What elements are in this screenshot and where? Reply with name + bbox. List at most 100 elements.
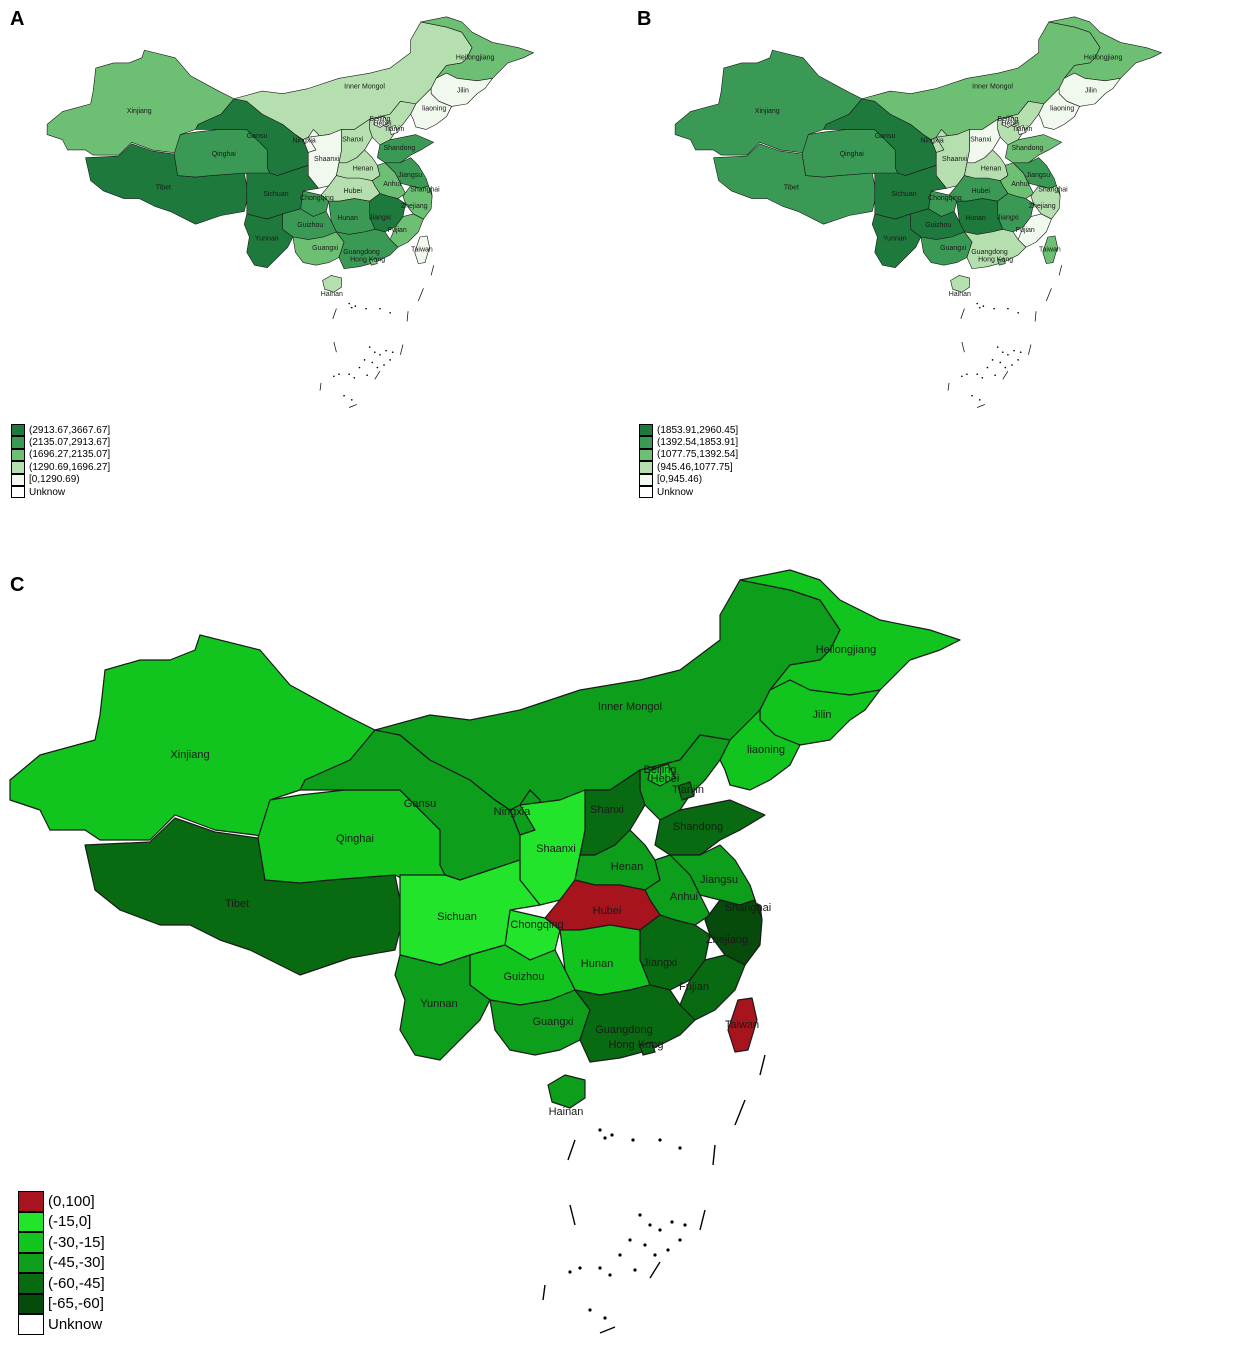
- island-dash: [759, 1054, 766, 1076]
- province-label-fujian: Fujian: [679, 981, 709, 993]
- island-dot: [383, 364, 385, 366]
- island-dot: [678, 1238, 682, 1242]
- island-dash: [406, 311, 409, 322]
- province-label-ningxia: Ningxia: [494, 806, 532, 818]
- legend-row: (2135.07,2913.67]: [11, 436, 110, 449]
- province-label-chongqing: Chongqing: [510, 919, 563, 931]
- province-label-yunnan: Yunnan: [420, 998, 457, 1010]
- province-label-sichuan: Sichuan: [891, 191, 916, 198]
- map-group-c: Xinjiang Tibet Qinghai Gansu Inner Mongol Hei…: [9, 569, 961, 1334]
- island-dot: [578, 1266, 582, 1270]
- province-liaoning: [719, 709, 801, 791]
- province-label-tibet: Tibet: [784, 184, 799, 191]
- province-zhejiang: [704, 899, 763, 966]
- legend-label: Unknow: [29, 486, 66, 498]
- province-label-chongqing: Chongqing: [300, 195, 334, 202]
- province-shandong: [377, 134, 434, 164]
- island-dash: [430, 265, 435, 276]
- island-dash: [977, 404, 986, 408]
- province-guangdong: [336, 229, 399, 270]
- island-dot: [976, 302, 979, 305]
- island-dot: [379, 307, 381, 310]
- island-dot: [363, 359, 366, 361]
- island-dash: [417, 288, 424, 302]
- island-dash: [374, 370, 381, 380]
- island-dot: [365, 307, 367, 310]
- province-label-guizhou: Guizhou: [504, 971, 545, 983]
- island-dot: [358, 366, 361, 369]
- province-label-fujian: Fujian: [388, 227, 407, 234]
- province-label-anhui: Anhui: [1011, 181, 1029, 188]
- island-dash: [947, 382, 950, 391]
- legend-label: (1853.91,2960.45]: [657, 424, 739, 436]
- province-tianjin: [677, 781, 695, 801]
- legend-swatch: [18, 1191, 44, 1212]
- island-dash: [569, 1204, 576, 1226]
- island-dot: [371, 361, 374, 364]
- province-label-shanghai: Shanghai: [1038, 186, 1068, 193]
- island-dot: [628, 1238, 632, 1242]
- province-label-hong-kong: Hong Kong: [978, 257, 1013, 264]
- province-label-taiwan: Taiwan: [1039, 246, 1061, 253]
- island-dash: [567, 1139, 576, 1161]
- province-label-xinjiang: Xinjiang: [170, 749, 209, 761]
- island-dot: [354, 305, 357, 307]
- province-label-shaanxi: Shaanxi: [314, 156, 340, 163]
- province-label-guangdong: Guangdong: [971, 249, 1008, 256]
- province-label-shandong: Shandong: [673, 821, 723, 833]
- island-dot: [333, 375, 335, 378]
- province-label-chongqing: Chongqing: [928, 195, 962, 202]
- island-dot: [971, 394, 973, 397]
- island-dot: [648, 1223, 652, 1227]
- province-label-hainan: Hainan: [949, 291, 971, 298]
- province-sichuan: [246, 165, 319, 220]
- province-zhejiang: [402, 185, 433, 220]
- province-sichuan: [399, 859, 541, 966]
- legend-row: (-45,-30]: [18, 1252, 105, 1273]
- legend-swatch: [639, 485, 653, 499]
- province-label-jiangxi: Jiangxi: [997, 215, 1019, 222]
- province-label-shandong: Shandong: [1011, 145, 1043, 152]
- province-label-shanghai: Shanghai: [725, 902, 772, 914]
- island-dash: [961, 341, 965, 353]
- province-ningxia: [923, 129, 947, 153]
- legend-swatch: [18, 1232, 44, 1253]
- island-dash: [400, 344, 404, 355]
- island-dot: [638, 1213, 642, 1217]
- province-label-jiangsu: Jiangsu: [700, 874, 738, 886]
- province-label-hubei: Hubei: [344, 188, 363, 195]
- island-dot: [658, 1228, 662, 1232]
- island-dot: [683, 1223, 687, 1227]
- island-dot: [1011, 364, 1013, 366]
- province-liaoning: [410, 88, 452, 130]
- legend-label: (1696.27,2135.07]: [29, 449, 111, 461]
- province-label-jilin: Jilin: [457, 88, 469, 95]
- island-dash: [333, 341, 337, 353]
- province-label-zhejiang: Zhejiang: [1029, 203, 1056, 210]
- province-label-zhejiang: Zhejiang: [401, 203, 428, 210]
- island-dot: [678, 1146, 682, 1150]
- panel-letter-c: C: [10, 574, 25, 596]
- province-beijing: [373, 115, 388, 128]
- province-label-liaoning: liaoning: [1050, 106, 1074, 113]
- province-label-beijing: Beijing: [997, 116, 1018, 123]
- island-dot: [633, 1268, 637, 1272]
- province-label-jilin: Jilin: [813, 709, 832, 721]
- province-shandong: [654, 799, 766, 856]
- island-dot: [1007, 307, 1009, 310]
- legend-label: (1077.75,1392.54]: [657, 449, 739, 461]
- south-china-sea-islands: [542, 1054, 766, 1334]
- island-dot: [966, 373, 968, 376]
- legend-row: (945.46,1077.75]: [639, 461, 738, 474]
- island-dash: [1028, 344, 1032, 355]
- island-dot: [993, 307, 995, 310]
- province-hainan: [950, 275, 970, 293]
- legend-swatch: [18, 1314, 44, 1335]
- province-label-heilongjiang: Heilongjiang: [1084, 54, 1123, 61]
- province-hong-kong: [369, 258, 378, 266]
- province-label-taiwan: Taiwan: [725, 1019, 759, 1031]
- province-label-shanxi: Shanxi: [970, 136, 992, 143]
- island-dash: [734, 1099, 746, 1126]
- island-dash: [699, 1209, 706, 1231]
- province-label-jiangxi: Jiangxi: [643, 957, 677, 969]
